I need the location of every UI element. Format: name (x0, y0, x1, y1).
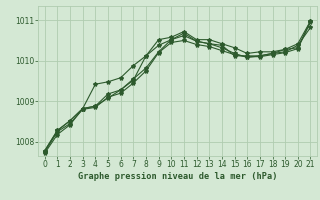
X-axis label: Graphe pression niveau de la mer (hPa): Graphe pression niveau de la mer (hPa) (78, 172, 277, 181)
